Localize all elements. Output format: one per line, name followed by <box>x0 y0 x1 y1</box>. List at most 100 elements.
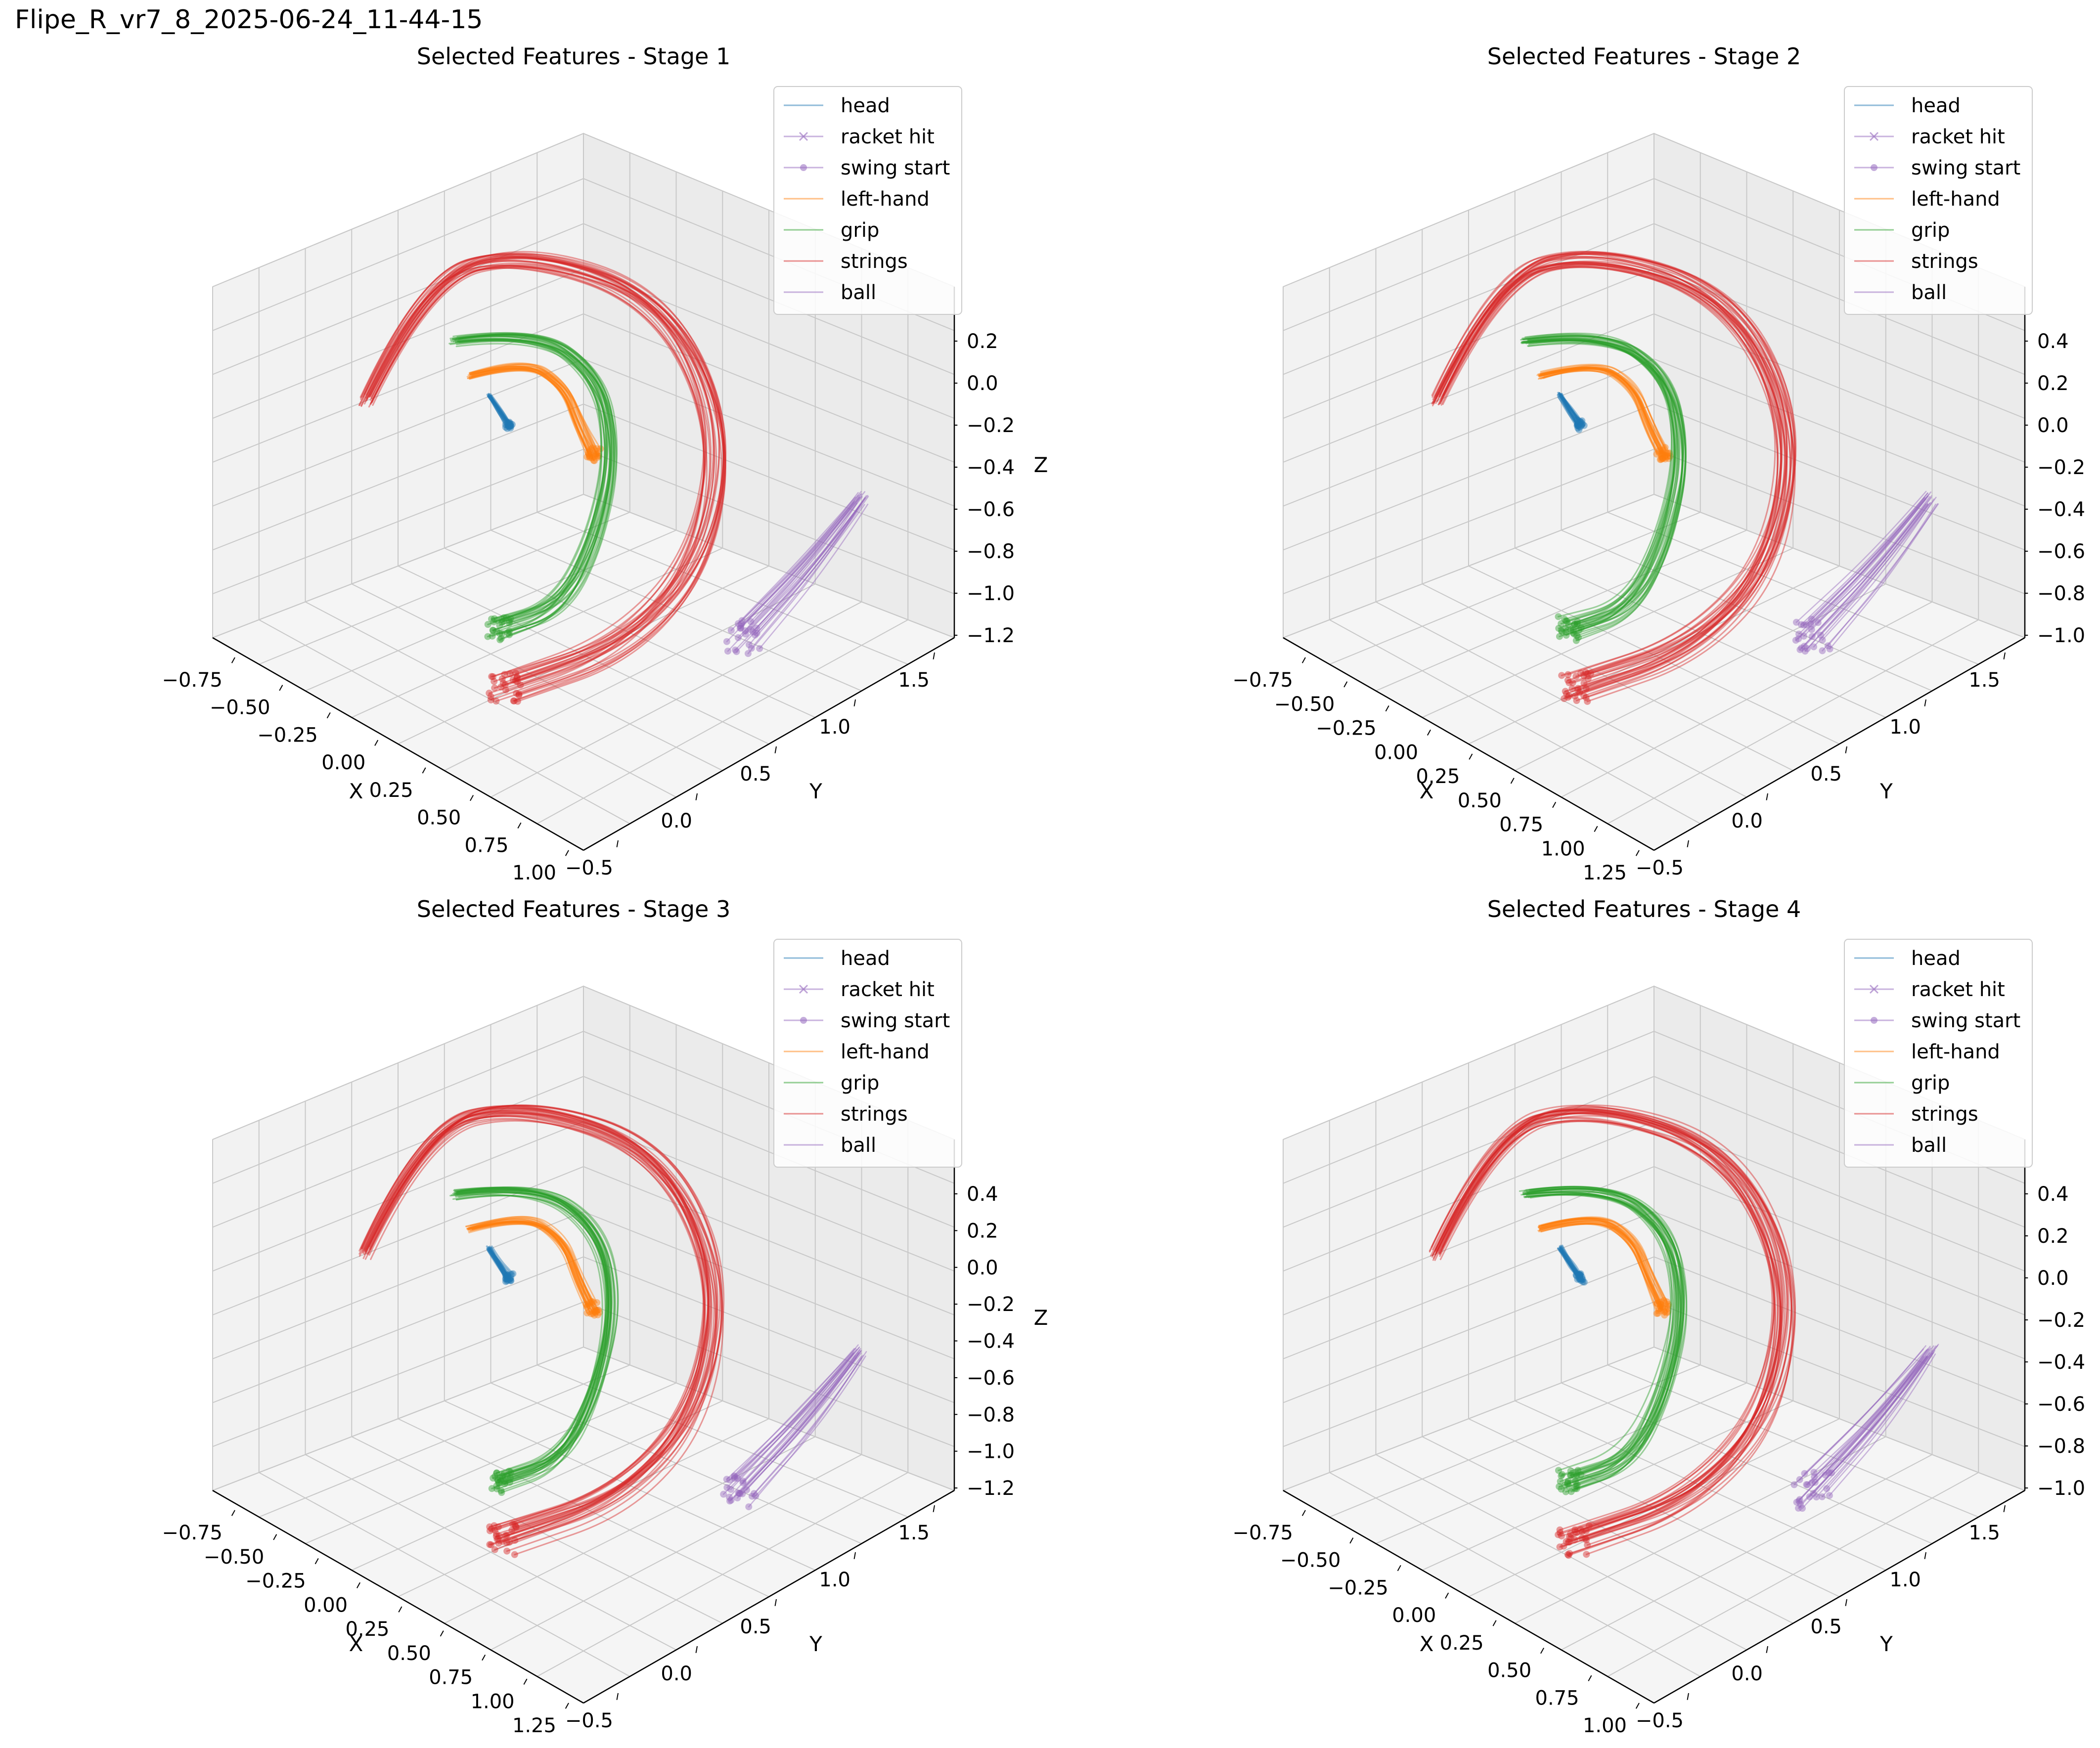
x-tick-label: −0.50 <box>204 1546 265 1569</box>
trajectory-line <box>1821 1353 1934 1498</box>
trajectory-line <box>368 257 725 683</box>
trajectory-end-marker <box>488 673 495 680</box>
trajectory-end-marker <box>1573 632 1580 639</box>
trajectory-end-marker <box>495 1479 502 1486</box>
x-tick-label: −0.50 <box>210 697 270 719</box>
figure-title: Flipe_R_vr7_8_2025-06-24_11-44-15 <box>15 5 483 35</box>
trajectory-end-marker <box>1565 679 1573 687</box>
trajectory-end-marker <box>503 425 511 432</box>
trajectory-end-marker <box>1569 629 1577 637</box>
z-tick-label: −1.0 <box>2037 624 2085 647</box>
trajectory-end-marker <box>494 1476 501 1484</box>
trajectory-end-marker <box>1663 1309 1671 1316</box>
trajectory-line <box>488 393 509 426</box>
trajectory-end-marker <box>499 679 507 687</box>
trajectory-line <box>467 1221 594 1314</box>
trajectory-line <box>1430 1117 1776 1548</box>
trajectory-line <box>1520 1191 1674 1490</box>
trajectory-line <box>469 368 588 458</box>
trajectory-end-marker <box>1578 421 1586 428</box>
trajectory-line <box>1434 253 1788 677</box>
trajectory-end-marker <box>505 422 513 429</box>
trajectory-line <box>457 333 613 619</box>
trajectory-line <box>362 1110 712 1537</box>
trajectory-end-marker <box>493 1482 500 1489</box>
trajectory-end-marker <box>1565 692 1573 699</box>
trajectory-line <box>741 491 862 621</box>
trajectory-line <box>1557 396 1579 429</box>
trajectory-end-marker <box>1664 453 1671 460</box>
trajectory-end-marker <box>1570 1472 1577 1479</box>
trajectory-end-marker <box>505 617 513 624</box>
trajectory-line <box>449 335 602 620</box>
x-tick-label: 0.75 <box>1499 814 1543 836</box>
trajectory-line <box>1526 1188 1684 1477</box>
z-tick-label: −1.2 <box>967 624 1015 647</box>
trajectory-end-marker <box>737 624 745 632</box>
trajectory-end-marker <box>502 1275 510 1282</box>
trajectory-line <box>1527 1193 1682 1490</box>
trajectory-line <box>468 367 597 455</box>
trajectory-line <box>365 1113 715 1543</box>
trajectory-end-marker <box>1657 456 1665 463</box>
trajectory-line <box>490 396 512 425</box>
trajectory-end-marker <box>1575 426 1583 434</box>
trajectory-end-marker <box>1662 452 1669 459</box>
trajectory-end-marker <box>1561 1482 1568 1489</box>
trajectory-end-marker <box>497 1487 505 1494</box>
trajectory-end-marker <box>496 630 503 637</box>
trajectory-line <box>458 334 618 624</box>
trajectory-end-marker <box>512 669 520 677</box>
trajectory-end-marker <box>508 1527 516 1534</box>
trajectory-line <box>1524 1191 1677 1484</box>
trajectory-end-marker <box>736 1490 744 1497</box>
x-tick-label: 1.00 <box>1541 837 1585 860</box>
trajectory-line <box>488 395 511 425</box>
axis-lines <box>212 1139 955 1704</box>
trajectory-end-marker <box>1813 1493 1820 1501</box>
trajectory-line <box>748 1357 862 1508</box>
trajectory-end-marker <box>1563 632 1570 639</box>
y-tick-label: 0.5 <box>740 763 771 786</box>
trajectory-line <box>730 1349 857 1490</box>
z-tick-label: −0.8 <box>2037 582 2085 605</box>
trajectory-line <box>1826 1350 1936 1489</box>
trajectory-end-marker <box>504 421 512 429</box>
trajectory-line <box>1540 366 1668 454</box>
trajectory-line <box>370 251 724 674</box>
y-tick-label: 0.0 <box>1731 810 1763 832</box>
trajectory-end-marker <box>493 1485 500 1492</box>
trajectory-line <box>1429 1109 1775 1537</box>
trajectory-end-marker <box>1810 1469 1818 1476</box>
trajectory-end-marker <box>1579 1275 1586 1283</box>
trajectory-line <box>1540 1223 1665 1312</box>
trajectory-end-marker <box>500 1478 508 1485</box>
trajectory-line <box>1435 1110 1782 1538</box>
trajectory-end-marker <box>723 1484 731 1491</box>
trajectory-line <box>1829 1353 1936 1496</box>
trajectory-end-marker <box>504 1271 511 1278</box>
trajectory-line <box>1439 262 1791 693</box>
trajectory-end-marker <box>515 691 523 698</box>
chart-title: Selected Features - Stage 4 <box>1487 896 1801 922</box>
trajectory-line <box>359 1115 706 1546</box>
series-ball <box>1790 1344 1939 1512</box>
trajectory-line <box>358 264 705 694</box>
trajectory-line <box>740 497 860 629</box>
trajectory-line <box>467 368 590 457</box>
trajectory-end-marker <box>1573 416 1581 424</box>
trajectory-line <box>490 395 513 426</box>
series-left-hand <box>1536 363 1674 463</box>
trajectory-line <box>471 1221 597 1312</box>
trajectory-end-marker <box>502 686 509 694</box>
trajectory-line <box>1538 1217 1662 1305</box>
trajectory-end-marker <box>1582 694 1590 701</box>
trajectory-line <box>454 335 614 622</box>
trajectory-end-marker <box>507 420 514 428</box>
trajectory-end-marker <box>1654 1310 1662 1317</box>
trajectory-end-marker <box>499 1472 507 1479</box>
trajectory-end-marker <box>490 627 497 634</box>
trajectory-end-marker <box>593 1299 601 1307</box>
trajectory-end-marker <box>727 627 735 634</box>
z-axis-label: Z <box>1034 453 1048 477</box>
